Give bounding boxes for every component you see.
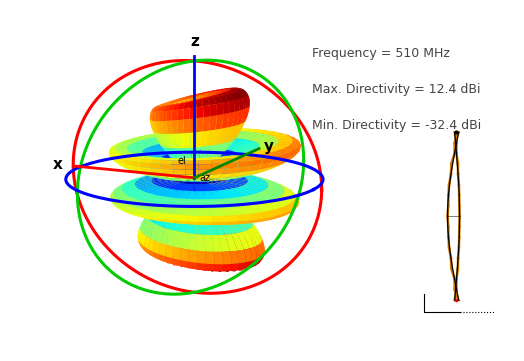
Text: Min. Directivity = -32.4 dBi: Min. Directivity = -32.4 dBi xyxy=(312,119,481,132)
Text: Frequency = 510 MHz: Frequency = 510 MHz xyxy=(312,47,450,60)
Text: Max. Directivity = 12.4 dBi: Max. Directivity = 12.4 dBi xyxy=(312,83,481,96)
